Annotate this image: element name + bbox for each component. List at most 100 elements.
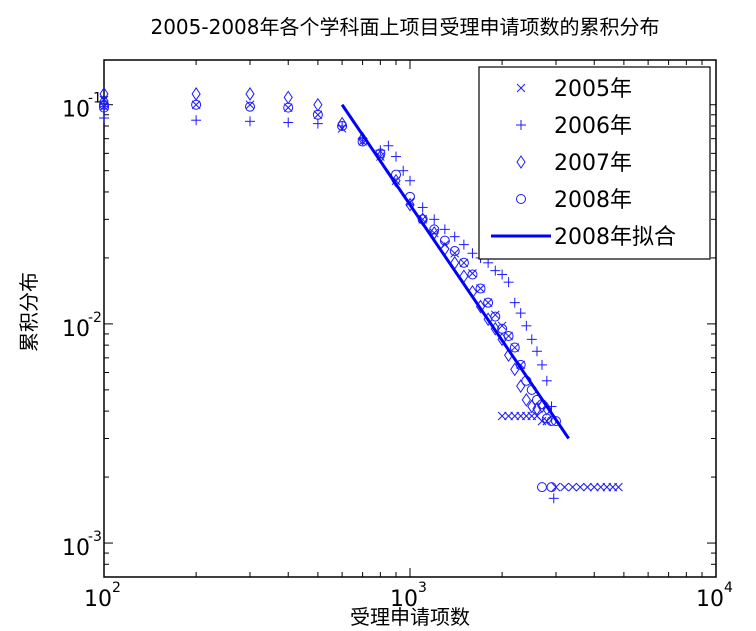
data-point [527,399,537,414]
data-point [283,117,294,128]
data-point [542,401,552,416]
data-point [490,265,501,276]
data-point [429,214,440,225]
legend-label: 2006年 [554,114,632,139]
data-point [490,311,501,322]
data-point [313,110,323,120]
y-tick-exp: -1 [88,91,102,107]
data-point [526,334,537,345]
data-point [589,482,599,492]
x-tick-exp: 4 [724,580,733,596]
y-tick-label: 10-1 [62,91,102,123]
data-point [429,224,440,235]
y-axis-label: 累积分布 [17,272,41,352]
data-point [490,310,500,320]
data-marks [99,87,623,504]
data-point [390,151,401,162]
data-point [245,87,255,101]
tick-labels: 10 2 10 3 10 410-310-210-1 [62,91,733,612]
data-point [550,416,561,427]
data-point [449,246,460,257]
fit-line [340,103,570,440]
legend-marker [516,194,526,204]
data-point [449,231,460,242]
data-point [450,248,460,258]
data-point [560,482,569,492]
data-point [467,248,478,259]
x-tick-label: 10 4 [696,580,733,612]
data-point [541,413,552,424]
data-point [497,411,507,421]
x-tick-label: 10 2 [84,580,121,612]
legend-marker [516,120,526,130]
legend-marker [516,83,526,93]
x-axis-label: 受理申请项数 [350,605,470,629]
legend-item: 2006年 [516,114,632,139]
data-point [191,115,202,126]
y-tick-base: 10 [62,317,90,342]
legend-label: 2008年拟合 [554,225,676,250]
data-point [536,359,547,370]
data-point [99,99,109,110]
data-point [398,165,409,176]
data-point [283,103,293,112]
data-point [337,120,348,131]
data-point [405,175,415,186]
data-point [509,342,520,353]
data-point [99,102,109,113]
data-point [510,343,520,352]
data-point [390,169,401,180]
data-point [548,493,559,504]
x-tick-label: 10 3 [390,580,427,612]
legend-item: 2008年 [516,188,632,213]
data-point [497,323,508,334]
legend-item: 2008年拟合 [491,225,676,250]
y-tick-label: 10-3 [62,529,102,561]
data-point [596,482,606,492]
data-point [283,102,294,113]
chart-title: 2005-2008年各个学科面上项目受理申请项数的累积分布 [150,15,659,39]
data-point [546,482,557,493]
x-tick-base: 10 [696,587,724,612]
x-tick-base: 10 [390,587,418,612]
series-5 [340,103,570,440]
data-point [504,411,513,421]
data-point [99,94,109,108]
data-point [483,297,494,308]
data-point [459,258,469,268]
data-point [515,308,526,319]
legend-label: 2005年 [554,77,632,102]
data-point [383,140,394,151]
legend-item: 2007年 [516,151,632,176]
data-point [497,269,508,280]
data-point [483,298,493,308]
data-point [191,100,201,110]
legend-marker [516,155,526,169]
y-tick-exp: -2 [88,310,102,326]
data-point [541,375,552,386]
data-point [439,235,450,246]
data-point [575,482,585,492]
data-point [475,283,486,294]
x-tick-base: 10 [84,587,112,612]
y-tick-label: 10-2 [62,310,102,342]
data-point [99,112,109,123]
data-point [509,297,520,308]
x-tick-exp: 3 [418,580,427,596]
y-tick-exp: -3 [88,529,102,545]
y-tick-base: 10 [62,536,90,561]
data-point [476,284,485,293]
data-point [458,239,469,250]
data-point [583,482,592,492]
data-point [245,100,255,110]
data-point [531,346,542,357]
series-4 [99,99,561,493]
data-point [503,331,514,342]
data-point [467,269,478,280]
data-point [614,482,623,492]
legend-label: 2007年 [554,151,632,176]
data-point [510,362,520,377]
data-point [312,118,323,129]
data-point [521,392,531,407]
